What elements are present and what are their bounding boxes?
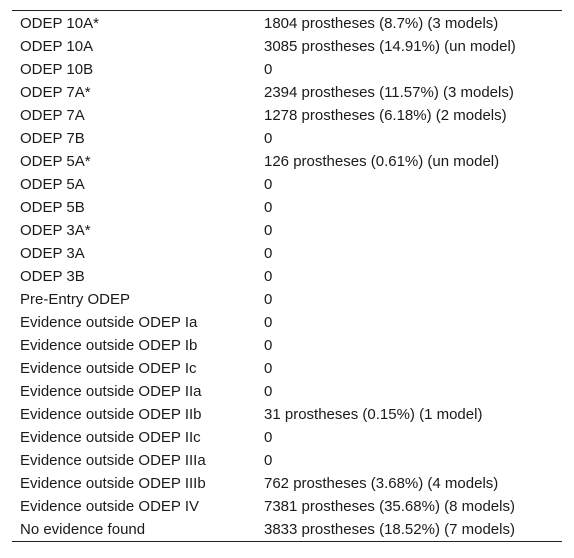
prostheses-count-cell: 31 prostheses (0.15%) (1 model): [264, 406, 483, 423]
prostheses-count-cell: 0: [264, 245, 273, 262]
odep-level-cell: Evidence outside ODEP IIIa: [20, 452, 206, 469]
prostheses-count-cell: 0: [264, 61, 273, 78]
table-row: Evidence outside ODEP IIIa 0: [12, 449, 562, 472]
odep-level-cell: Evidence outside ODEP Ib: [20, 337, 198, 354]
table-row: ODEP 5A 0: [12, 173, 562, 196]
prostheses-count-cell: 3085 prostheses (14.91%) (un model): [264, 38, 516, 55]
table-row: ODEP 5B 0: [12, 196, 562, 219]
prostheses-count-cell: 7381 prostheses (35.68%) (8 models): [264, 498, 515, 515]
table-row: Evidence outside ODEP Ia 0: [12, 311, 562, 334]
prostheses-count-cell: 0: [264, 383, 273, 400]
odep-level-cell: ODEP 5B: [20, 199, 85, 216]
prostheses-count-cell: 2394 prostheses (11.57%) (3 models): [264, 84, 514, 101]
odep-evidence-table-container: ODEP 10A* 1804 prostheses (8.7%) (3 model…: [12, 10, 562, 542]
prostheses-count-cell: 0: [264, 199, 273, 216]
table-row: Evidence outside ODEP IIb 31 prostheses (…: [12, 403, 562, 426]
table-row: ODEP 10B 0: [12, 58, 562, 81]
odep-level-cell: ODEP 7A: [20, 107, 85, 124]
prostheses-count-cell: 0: [264, 291, 273, 308]
odep-evidence-table: ODEP 10A* 1804 prostheses (8.7%) (3 model…: [12, 10, 562, 542]
odep-level-cell: Pre-Entry ODEP: [20, 291, 131, 308]
table-header-rule-left: [12, 10, 254, 11]
prostheses-count-cell: 0: [264, 337, 273, 354]
table-row: Evidence outside ODEP IIc 0: [12, 426, 562, 449]
table-header-rule-right: [254, 10, 562, 11]
table-row: ODEP 7A 1278 prostheses (6.18%) (2 models…: [12, 104, 562, 127]
prostheses-count-cell: 1804 prostheses (8.7%) (3 models): [264, 15, 499, 32]
table-row: Evidence outside ODEP IV 7381 prostheses …: [12, 495, 562, 518]
prostheses-count-cell: 0: [264, 222, 273, 239]
odep-level-cell: Evidence outside ODEP IIc: [20, 429, 201, 446]
odep-level-cell: ODEP 3A*: [20, 222, 91, 239]
odep-level-cell: Evidence outside ODEP IIa: [20, 383, 202, 400]
table-row: ODEP 3A* 0: [12, 219, 562, 242]
table-header-row: [12, 10, 562, 11]
odep-level-cell: ODEP 10B: [20, 61, 94, 78]
odep-level-cell: Evidence outside ODEP IV: [20, 498, 199, 515]
prostheses-count-cell: 3833 prostheses (18.52%) (7 models): [254, 518, 562, 542]
odep-level-cell: Evidence outside ODEP Ic: [20, 360, 197, 377]
table-row: Evidence outside ODEP Ic 0: [12, 357, 562, 380]
odep-level-cell: Evidence outside ODEP IIIb: [20, 475, 206, 492]
odep-level-cell: Evidence outside ODEP IIb: [20, 406, 202, 423]
table-body: ODEP 10A* 1804 prostheses (8.7%) (3 model…: [12, 11, 562, 542]
odep-level-cell: ODEP 3B: [20, 268, 85, 285]
prostheses-count-cell: 0: [264, 452, 273, 469]
prostheses-count-cell: 1278 prostheses (6.18%) (2 models): [264, 107, 507, 124]
odep-level-cell: ODEP 3A: [20, 245, 85, 262]
prostheses-count-cell: 0: [264, 314, 273, 331]
prostheses-count-cell: 0: [264, 268, 273, 285]
prostheses-count-cell: 0: [264, 176, 273, 193]
odep-level-cell: ODEP 10A: [20, 38, 94, 55]
table-row: ODEP 7A* 2394 prostheses (11.57%) (3 mode…: [12, 81, 562, 104]
table-row: ODEP 10A* 1804 prostheses (8.7%) (3 model…: [12, 11, 562, 35]
prostheses-count-cell: 0: [264, 360, 273, 377]
odep-level-cell: ODEP 7B: [20, 130, 85, 147]
table-row: Evidence outside ODEP IIa 0: [12, 380, 562, 403]
prostheses-count-cell: 126 prostheses (0.61%) (un model): [264, 153, 500, 170]
table-row: ODEP 10A 3085 prostheses (14.91%) (un mod…: [12, 35, 562, 58]
table-row: ODEP 7B 0: [12, 127, 562, 150]
table-row: No evidence found 3833 prostheses (18.52%…: [12, 518, 562, 542]
odep-level-cell: ODEP 7A*: [20, 84, 91, 101]
odep-level-cell: Evidence outside ODEP Ia: [20, 314, 198, 331]
table-row: ODEP 3B 0: [12, 265, 562, 288]
odep-level-cell: ODEP 10A*: [20, 15, 99, 32]
table-header: [12, 10, 562, 11]
table-row: Evidence outside ODEP IIIb 762 prostheses…: [12, 472, 562, 495]
table-row: ODEP 3A 0: [12, 242, 562, 265]
odep-level-cell: ODEP 5A: [20, 176, 85, 193]
table-row: ODEP 5A* 126 prostheses (0.61%) (un model…: [12, 150, 562, 173]
prostheses-count-cell: 762 prostheses (3.68%) (4 models): [264, 475, 499, 492]
odep-level-cell: No evidence found: [12, 518, 254, 542]
prostheses-count-cell: 0: [264, 429, 273, 446]
table-row: Evidence outside ODEP Ib 0: [12, 334, 562, 357]
odep-level-cell: ODEP 5A*: [20, 153, 91, 170]
prostheses-count-cell: 0: [264, 130, 273, 147]
table-row: Pre-Entry ODEP 0: [12, 288, 562, 311]
